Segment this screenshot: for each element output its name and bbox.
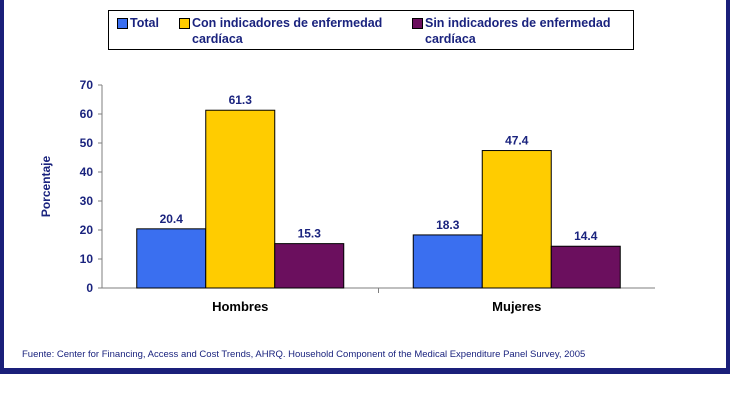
y-tick-label: 20	[80, 223, 94, 237]
bar	[205, 109, 276, 289]
y-axis-label: Porcentaje	[39, 155, 53, 217]
bar-value-label: 14.4	[574, 229, 598, 243]
bar	[412, 234, 483, 289]
category-label: Mujeres	[492, 299, 541, 314]
legend-swatch-con	[179, 18, 190, 29]
bar	[136, 228, 207, 289]
frame-border-left	[0, 0, 4, 372]
bar	[481, 150, 552, 289]
chart-legend: Total Con indicadores de enfermedad cardí…	[108, 10, 634, 50]
y-tick-label: 0	[86, 281, 93, 295]
category-label: Hombres	[212, 299, 268, 314]
bar	[550, 245, 621, 289]
bar	[274, 243, 345, 289]
y-tick-label: 70	[80, 78, 94, 92]
y-tick-label: 10	[80, 252, 94, 266]
bar-value-label: 47.4	[505, 134, 529, 148]
legend-label-con: Con indicadores de enfermedad cardíaca	[192, 16, 383, 46]
frame-border-right	[726, 0, 730, 372]
legend-label-sin: Sin indicadores de enfermedad cardíaca	[425, 16, 611, 46]
y-tick-label: 50	[80, 136, 94, 150]
bar-value-label: 61.3	[229, 93, 253, 107]
y-tick-label: 30	[80, 194, 94, 208]
frame-border-bottom	[0, 368, 730, 374]
source-note: Fuente: Center for Financing, Access and…	[22, 349, 586, 360]
y-tick-label: 60	[80, 107, 94, 121]
legend-swatch-total	[117, 18, 128, 29]
bar-value-label: 15.3	[298, 227, 322, 241]
y-tick-label: 40	[80, 165, 94, 179]
bar-value-label: 20.4	[160, 212, 184, 226]
legend-swatch-sin	[412, 18, 423, 29]
legend-label-total: Total	[130, 16, 159, 30]
bar-value-label: 18.3	[436, 218, 460, 232]
